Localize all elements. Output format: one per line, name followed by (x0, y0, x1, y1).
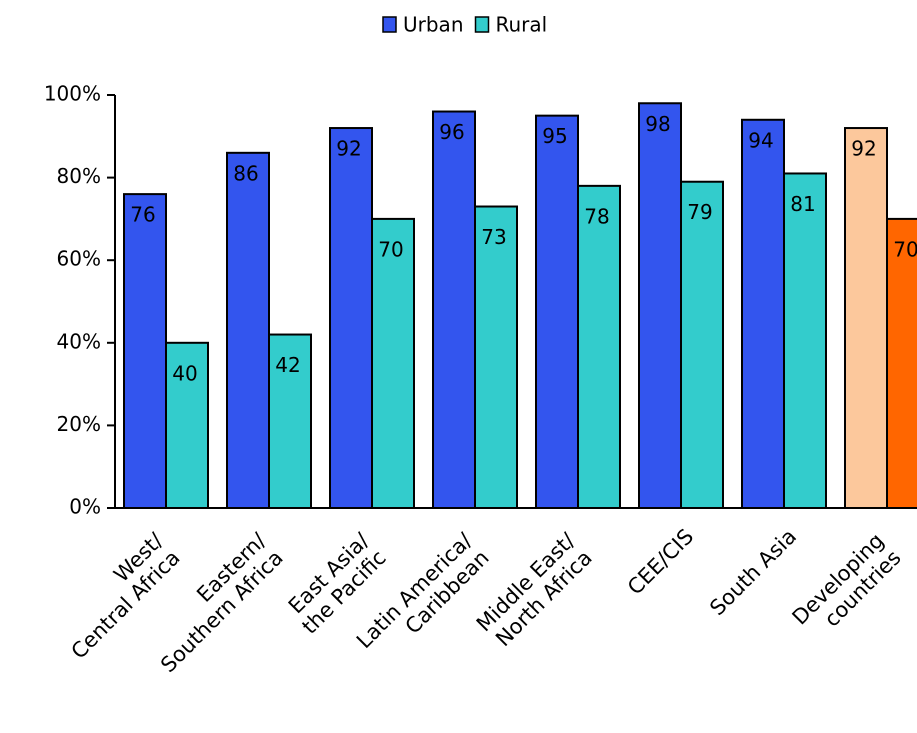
value-label: 70 (378, 237, 403, 261)
y-tick-label: 40% (57, 329, 101, 353)
bar (432, 110, 476, 510)
value-label: 70 (893, 237, 917, 261)
bar (886, 217, 917, 509)
x-tick-label: South Asia (705, 524, 801, 620)
bar (474, 205, 518, 509)
legend-label: Urban (403, 13, 464, 37)
bar (226, 151, 270, 509)
legend-swatch (474, 16, 490, 33)
x-tick-label: Middle East/North Africa (472, 528, 598, 654)
x-tick-label: CEE/CIS (623, 524, 698, 599)
bar (577, 184, 621, 510)
bar (371, 217, 415, 509)
bar (638, 102, 682, 509)
value-label: 81 (790, 192, 815, 216)
value-label: 92 (851, 137, 876, 161)
value-label: 92 (336, 137, 361, 161)
value-label: 42 (275, 353, 300, 377)
bar (783, 172, 827, 509)
x-tick-label: West/Central Africa (50, 528, 186, 664)
value-label: 79 (687, 200, 712, 224)
legend-label: Rural (496, 13, 548, 37)
legend-swatch (382, 16, 397, 33)
value-label: 95 (542, 124, 567, 148)
y-tick-label: 100% (44, 82, 101, 106)
value-label: 78 (584, 204, 609, 228)
value-label: 94 (748, 128, 773, 152)
x-tick-label: Developingcountries (788, 528, 906, 646)
value-label: 86 (233, 161, 258, 185)
value-label: 73 (481, 225, 506, 249)
value-label: 76 (130, 203, 155, 227)
bar (844, 127, 888, 509)
bar (680, 180, 724, 509)
bar (123, 193, 167, 509)
value-label: 98 (645, 112, 670, 136)
y-tick-label: 80% (57, 164, 101, 188)
bar (535, 114, 579, 510)
y-tick-label: 20% (57, 412, 101, 436)
y-tick-label: 0% (69, 495, 101, 519)
value-label: 40 (172, 361, 197, 385)
y-tick-label: 60% (57, 247, 101, 271)
value-label: 96 (439, 120, 464, 144)
bar (741, 118, 785, 509)
bar (268, 333, 312, 510)
bar (329, 127, 373, 509)
